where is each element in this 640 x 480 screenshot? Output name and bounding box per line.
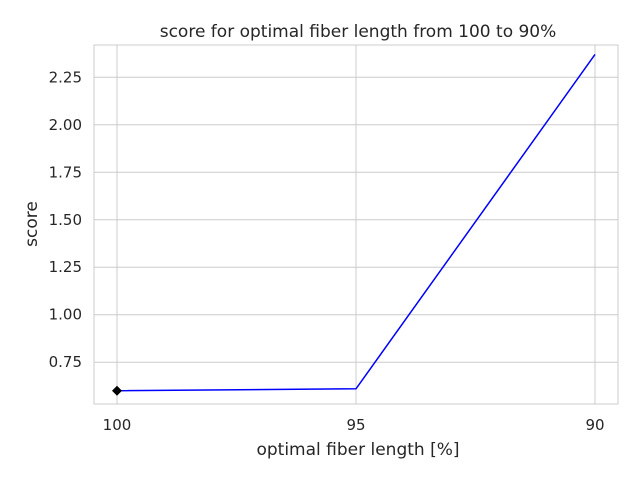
x-tick-label: 90 bbox=[585, 416, 604, 434]
chart-title: score for optimal fiber length from 100 … bbox=[160, 22, 557, 42]
series-layer bbox=[116, 54, 596, 392]
y-tick-label: 0.75 bbox=[49, 353, 82, 371]
x-tick-labels: 100 95 90 bbox=[103, 416, 605, 434]
y-axis-label: score bbox=[22, 201, 42, 247]
y-tick-label: 2.00 bbox=[49, 116, 82, 134]
series-line bbox=[116, 54, 596, 392]
marker-layer bbox=[112, 385, 122, 396]
y-tick-labels: 0.75 1.00 1.25 1.50 1.75 2.00 2.25 bbox=[49, 68, 82, 371]
y-tick-label: 1.50 bbox=[49, 211, 82, 229]
x-axis-label: optimal fiber length [%] bbox=[256, 440, 459, 460]
x-tick-label: 100 bbox=[103, 416, 132, 434]
y-tick-label: 1.75 bbox=[49, 163, 82, 181]
y-tick-label: 1.00 bbox=[49, 306, 82, 324]
x-tick-label: 95 bbox=[346, 416, 365, 434]
diamond-marker bbox=[112, 385, 122, 396]
x-gridlines bbox=[116, 45, 596, 404]
y-tick-label: 2.25 bbox=[49, 68, 82, 86]
y-tick-label: 1.25 bbox=[49, 258, 82, 276]
